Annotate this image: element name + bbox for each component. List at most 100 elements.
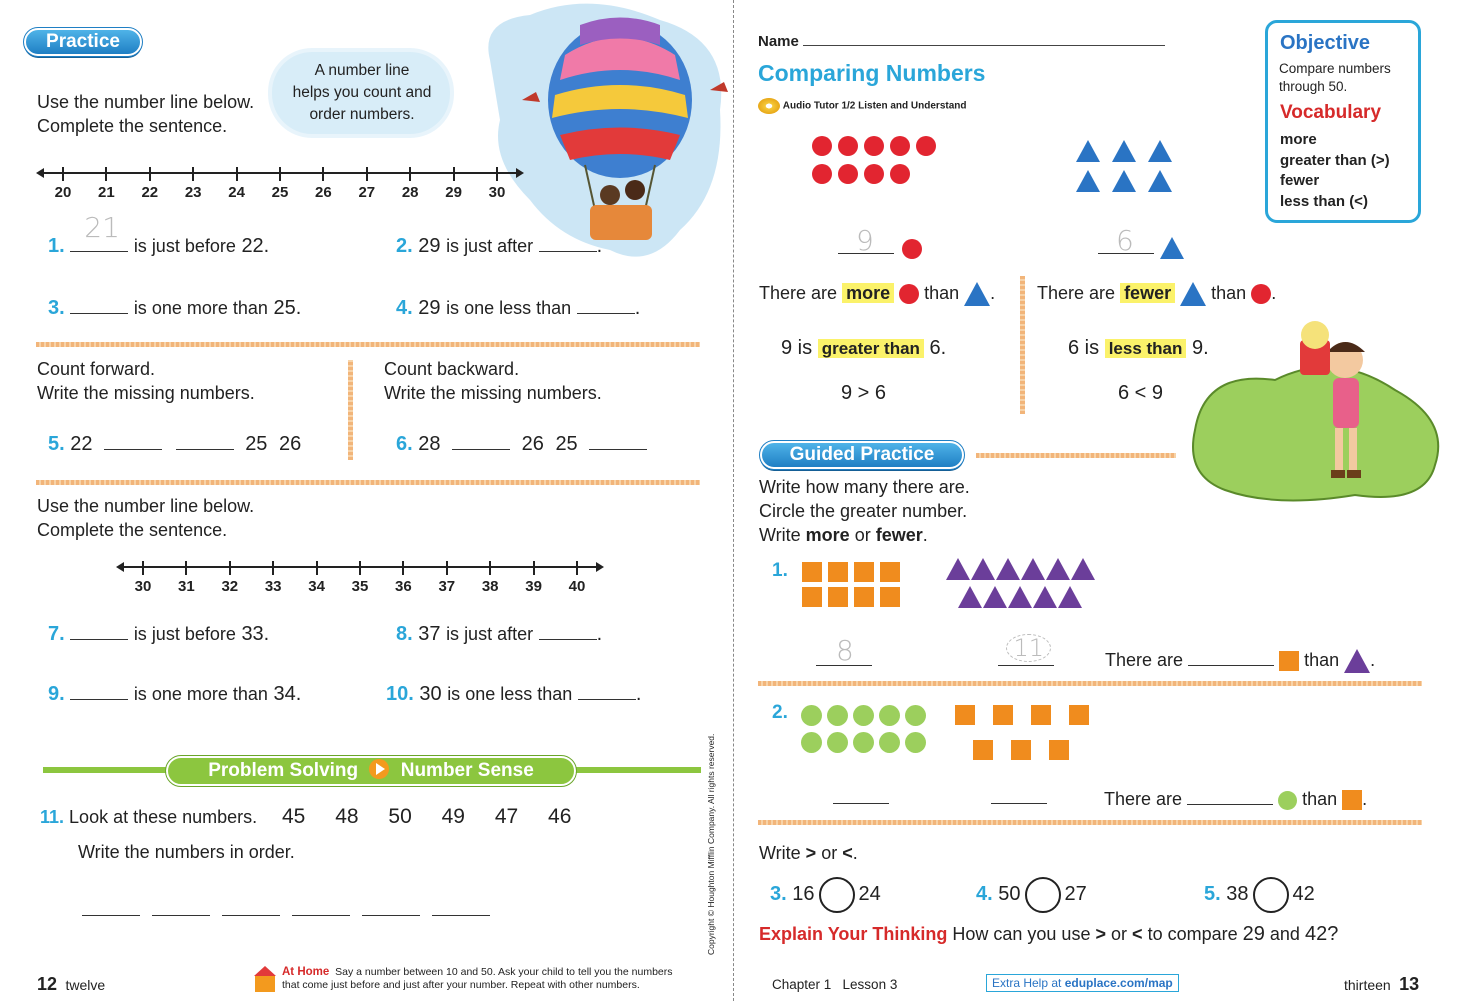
blue-triangle-row bbox=[1076, 170, 1172, 192]
traced-answer: 6 bbox=[1116, 224, 1134, 257]
section-divider bbox=[36, 480, 700, 485]
answer-blank[interactable] bbox=[576, 296, 635, 314]
answer-blank[interactable]: 8 bbox=[816, 634, 872, 667]
number-line-tick bbox=[228, 561, 231, 575]
sequence-number: 22 bbox=[70, 433, 93, 455]
question-2: 2. 29 is just after . bbox=[396, 234, 603, 257]
orange-square bbox=[973, 740, 993, 760]
objective-line: Compare numbers bbox=[1279, 61, 1391, 76]
answer-blank[interactable] bbox=[70, 296, 129, 314]
answer-blank[interactable] bbox=[432, 898, 490, 916]
number-line-tick bbox=[315, 561, 318, 575]
compare-circle[interactable] bbox=[1024, 876, 1061, 913]
compare-circle[interactable] bbox=[818, 876, 855, 913]
answer-blank[interactable] bbox=[222, 898, 280, 916]
explain-text: or bbox=[1111, 924, 1128, 944]
answer-blank[interactable] bbox=[362, 898, 420, 916]
blue-triangle-icon bbox=[1160, 237, 1185, 259]
question-9: 9. is one more than 34. bbox=[48, 682, 301, 706]
section-divider bbox=[36, 342, 700, 347]
q11-number: 46 bbox=[548, 805, 572, 828]
orange-square-icon bbox=[1279, 651, 1300, 672]
orange-square-icon bbox=[1342, 790, 1363, 811]
number-line-tick bbox=[142, 561, 144, 575]
number-line-label: 32 bbox=[221, 578, 239, 595]
answer-blank[interactable] bbox=[538, 234, 597, 252]
answer-blank[interactable] bbox=[538, 622, 597, 640]
red-dot-icon bbox=[1251, 284, 1272, 305]
question-text: is one more than bbox=[133, 298, 268, 318]
column-divider bbox=[348, 360, 353, 460]
vocabulary-list: more greater than (>) fewer less than (<… bbox=[1280, 130, 1390, 212]
orange-square bbox=[854, 562, 874, 582]
extra-help-link[interactable]: Extra Help at eduplace.com/map bbox=[986, 974, 1179, 992]
instruction-text: . bbox=[852, 843, 858, 863]
answer-blank[interactable] bbox=[70, 682, 129, 700]
orange-square-row bbox=[955, 705, 1089, 725]
answer-blank[interactable] bbox=[452, 432, 511, 450]
question-number: 4. bbox=[396, 297, 413, 319]
instruction-text: or bbox=[816, 843, 843, 863]
question-11: 11. Look at these numbers. bbox=[40, 805, 257, 829]
sentence-text: 9 is bbox=[781, 337, 813, 359]
objective-line: through 50. bbox=[1279, 79, 1348, 94]
green-dot-group bbox=[801, 705, 926, 753]
guided-instruction-2: Circle the greater number. bbox=[759, 501, 968, 521]
question-value: 29 bbox=[418, 235, 441, 257]
answer-blank[interactable] bbox=[1187, 787, 1274, 805]
answer-blank[interactable]: 21 bbox=[70, 214, 129, 252]
section-divider bbox=[758, 820, 1422, 825]
answer-blank[interactable] bbox=[104, 432, 163, 450]
sequence-number: 26 bbox=[279, 433, 302, 455]
question-text: is just before bbox=[133, 236, 236, 256]
green-dot bbox=[853, 705, 874, 726]
answer-blank[interactable] bbox=[589, 432, 648, 450]
question-number: 8. bbox=[396, 623, 413, 645]
question-1: 1. 21 is just before 22. bbox=[48, 214, 270, 258]
highlight-less-than: less than bbox=[1104, 339, 1187, 358]
answer-blank[interactable] bbox=[175, 432, 234, 450]
orange-square bbox=[1049, 740, 1069, 760]
banner-label-b: Number Sense bbox=[400, 760, 534, 781]
question-text: is one more than bbox=[133, 684, 268, 704]
number-line-label: 23 bbox=[184, 184, 202, 201]
answer-blank[interactable] bbox=[833, 786, 889, 804]
answer-blank[interactable] bbox=[152, 898, 210, 916]
number-line-tick bbox=[185, 561, 188, 575]
problem-solving-banner: Problem Solving Number Sense bbox=[165, 755, 577, 787]
compare-circle[interactable] bbox=[1252, 876, 1289, 913]
chapter-lesson: Chapter 1 Lesson 3 bbox=[772, 977, 898, 992]
blue-triangle-icon bbox=[964, 282, 991, 307]
number-line-tick bbox=[445, 561, 448, 575]
q11-number: 47 bbox=[494, 805, 519, 828]
answer-blank[interactable] bbox=[70, 622, 129, 640]
red-dot bbox=[812, 164, 832, 184]
question-3: 3. is one more than 25. bbox=[48, 296, 301, 320]
answer-blank[interactable] bbox=[577, 682, 636, 700]
name-field: Name bbox=[758, 32, 1166, 50]
name-input[interactable] bbox=[803, 32, 1166, 46]
question-value: 22. bbox=[241, 235, 270, 257]
traced-answer: 8 bbox=[836, 634, 854, 667]
orange-square bbox=[828, 562, 848, 582]
count-backward-title: Count backward. bbox=[384, 359, 520, 379]
answer-blank[interactable] bbox=[82, 898, 140, 916]
blue-triangle-icon bbox=[1180, 282, 1207, 307]
question-value: 37 bbox=[418, 623, 441, 645]
blue-triangle bbox=[1112, 140, 1136, 162]
answer-blank[interactable] bbox=[991, 786, 1048, 804]
highlight-greater-than: greater than bbox=[817, 339, 924, 358]
number-line-label: 39 bbox=[525, 578, 542, 595]
q11-number: 50 bbox=[388, 805, 412, 828]
question-number: 6. bbox=[396, 433, 413, 455]
answer-blank[interactable] bbox=[1188, 648, 1275, 666]
answer-blank[interactable]: 9 bbox=[838, 224, 894, 257]
question-text: is just after bbox=[446, 236, 534, 256]
blue-triangle bbox=[1076, 140, 1100, 162]
red-dot-icon bbox=[899, 284, 920, 305]
answer-blank[interactable]: 6 bbox=[1098, 224, 1154, 257]
problem-number: 5. bbox=[1204, 883, 1221, 905]
purple-triangle bbox=[971, 558, 995, 580]
answer-blank[interactable]: 11 bbox=[998, 634, 1055, 666]
answer-blank[interactable] bbox=[292, 898, 350, 916]
